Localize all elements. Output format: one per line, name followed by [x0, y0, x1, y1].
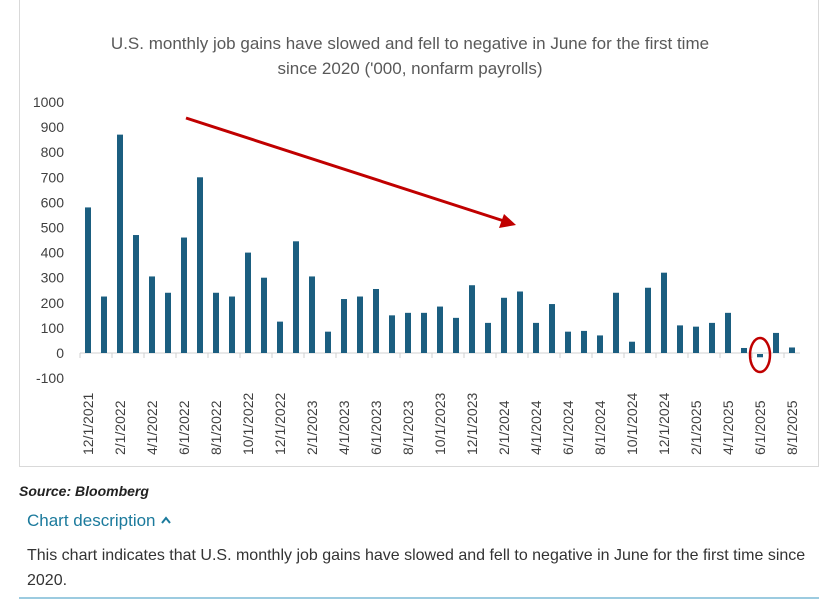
y-tick-label: 500	[41, 220, 65, 236]
bar-4/1/2025	[725, 312, 731, 353]
chart-container: U.S. monthly job gains have slowed and f…	[19, 0, 819, 467]
x-tick-label: 4/1/2022	[144, 400, 160, 455]
bar-4/1/2023	[341, 299, 347, 353]
bar-6/1/2025	[757, 354, 763, 358]
bar-6/1/2024	[565, 331, 571, 353]
chart-description-label: Chart description	[27, 511, 156, 530]
bar-6/1/2022	[181, 237, 187, 353]
bar-10/1/2023	[437, 306, 443, 353]
bar-2/1/2024	[501, 297, 507, 353]
bar-chart: U.S. monthly job gains have slowed and f…	[33, 34, 800, 455]
bar-10/1/2024	[629, 341, 635, 353]
y-tick-label: 200	[41, 295, 65, 311]
bar-8/1/2025	[789, 347, 795, 353]
bar-9/1/2022	[229, 296, 235, 353]
bar-5/1/2024	[549, 304, 555, 353]
y-tick-label: 800	[41, 144, 65, 160]
bar-1/1/2025	[677, 325, 683, 353]
x-tick-label: 8/1/2024	[592, 400, 608, 455]
trend-arrow	[185, 116, 516, 228]
bar-7/1/2023	[389, 315, 395, 353]
x-tick-label: 10/1/2022	[240, 393, 256, 455]
x-tick-label: 6/1/2025	[752, 400, 768, 455]
bar-12/1/2022	[277, 321, 283, 353]
x-tick-label: 2/1/2023	[304, 400, 320, 455]
bar-2/1/2025	[693, 326, 699, 353]
bar-9/1/2024	[613, 292, 619, 353]
bar-3/1/2025	[709, 322, 715, 353]
x-tick-label: 2/1/2022	[112, 400, 128, 455]
x-tick-label: 12/1/2023	[464, 393, 480, 455]
bar-6/1/2023	[373, 288, 379, 353]
y-tick-label: -100	[36, 370, 64, 386]
chart-title-line-2: since 2020 ('000, nonfarm payrolls)	[278, 59, 543, 78]
june-highlight-circle	[748, 336, 772, 374]
bar-10/1/2022	[245, 252, 251, 353]
bar-7/1/2022	[197, 177, 203, 353]
bar-2/1/2023	[309, 276, 315, 353]
bar-5/1/2022	[165, 292, 171, 353]
x-tick-label: 10/1/2023	[432, 393, 448, 455]
chart-title-line-1: U.S. monthly job gains have slowed and f…	[111, 34, 709, 53]
bar-3/1/2024	[517, 291, 523, 353]
x-tick-label: 8/1/2022	[208, 400, 224, 455]
x-tick-label: 12/1/2024	[656, 393, 672, 455]
x-tick-label: 6/1/2024	[560, 400, 576, 455]
x-tick-label: 6/1/2023	[368, 400, 384, 455]
bar-12/1/2024	[661, 272, 667, 353]
x-tick-label: 12/1/2021	[80, 393, 96, 455]
x-tick-label: 6/1/2022	[176, 400, 192, 455]
y-tick-label: 100	[41, 320, 65, 336]
bar-7/1/2025	[773, 332, 779, 353]
chevron-up-icon	[161, 516, 172, 524]
x-tick-label: 4/1/2023	[336, 400, 352, 455]
bar-11/1/2023	[453, 317, 459, 353]
x-tick-label: 12/1/2022	[272, 393, 288, 455]
x-tick-label: 10/1/2024	[624, 393, 640, 455]
y-tick-label: 300	[41, 270, 65, 286]
chart-description-text: This chart indicates that U.S. monthly j…	[27, 547, 806, 589]
bar-3/1/2022	[133, 235, 139, 353]
x-tick-label: 4/1/2024	[528, 400, 544, 455]
bar-8/1/2024	[597, 335, 603, 353]
x-tick-label: 8/1/2023	[400, 400, 416, 455]
bar-5/1/2025	[741, 347, 747, 353]
x-tick-label: 2/1/2024	[496, 400, 512, 455]
x-tick-label: 4/1/2025	[720, 400, 736, 455]
bar-12/1/2023	[469, 285, 475, 353]
source-note: Source: Bloomberg	[19, 483, 149, 499]
x-tick-label: 2/1/2025	[688, 400, 704, 455]
y-tick-label: 900	[41, 119, 65, 135]
bar-4/1/2024	[533, 322, 539, 353]
y-tick-label: 0	[56, 345, 64, 361]
bar-8/1/2023	[405, 312, 411, 353]
bar-1/1/2024	[485, 322, 491, 353]
y-tick-label: 1000	[33, 94, 64, 110]
bar-1/1/2023	[293, 241, 299, 353]
x-tick-label: 8/1/2025	[784, 400, 800, 455]
bar-12/1/2021	[85, 207, 91, 353]
y-tick-label: 700	[41, 169, 65, 185]
bar-9/1/2023	[421, 312, 427, 353]
y-tick-label: 400	[41, 245, 65, 261]
y-tick-label: 600	[41, 194, 65, 210]
divider	[19, 597, 819, 599]
chart-description-toggle[interactable]: Chart description	[27, 511, 172, 531]
bar-3/1/2023	[325, 331, 331, 353]
bar-2/1/2022	[117, 134, 123, 353]
bar-5/1/2023	[357, 296, 363, 353]
bar-1/1/2022	[101, 296, 107, 353]
bar-11/1/2024	[645, 287, 651, 353]
bar-4/1/2022	[149, 276, 155, 353]
bar-11/1/2022	[261, 277, 267, 353]
bar-7/1/2024	[581, 330, 587, 353]
bar-8/1/2022	[213, 292, 219, 353]
